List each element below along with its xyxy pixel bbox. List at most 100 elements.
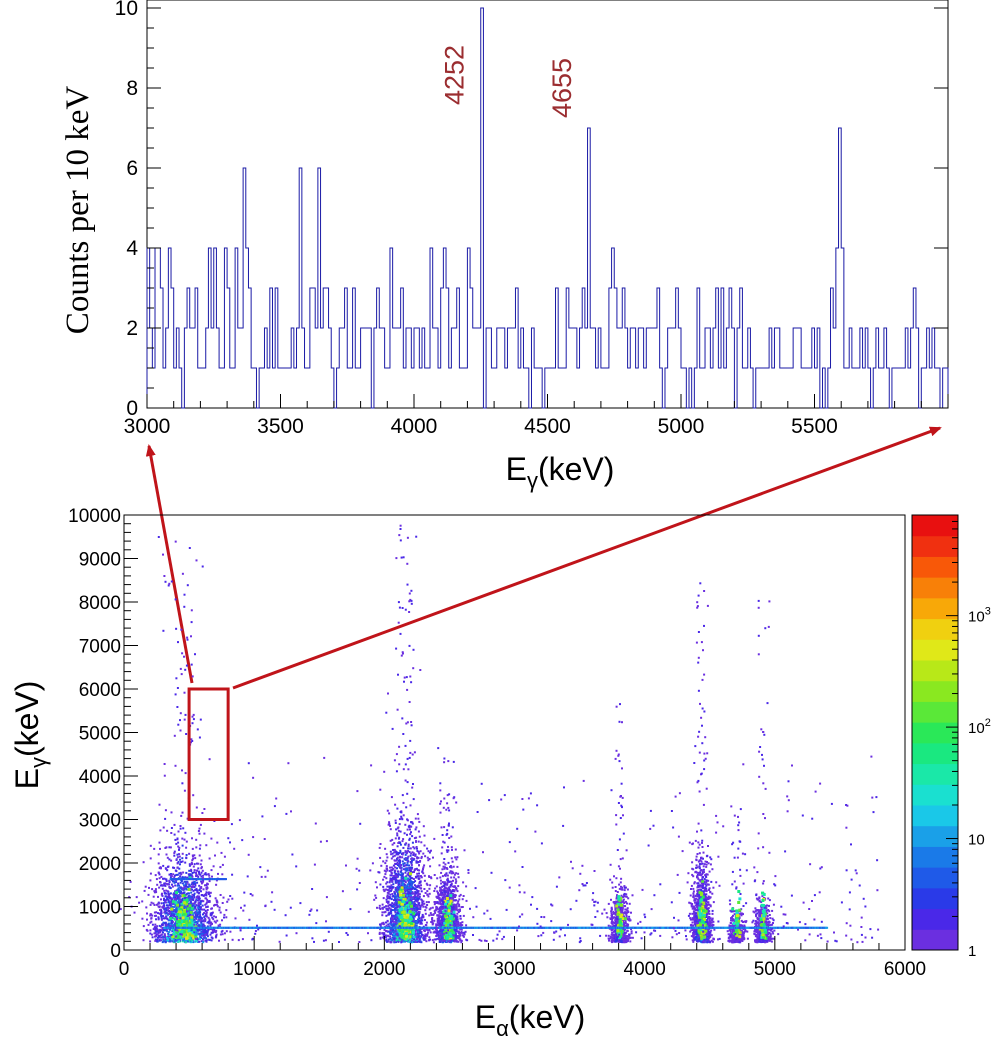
heatmap-point xyxy=(166,906,169,909)
heatmap-point xyxy=(422,900,425,903)
heatmap-point xyxy=(393,890,396,893)
heatmap-point xyxy=(409,861,412,863)
heatmap-point xyxy=(396,864,399,866)
heatmap-point xyxy=(168,846,171,849)
heatmap-point xyxy=(390,888,393,891)
heatmap-point xyxy=(174,901,178,905)
heatmap-point xyxy=(195,920,198,923)
heatmap-point xyxy=(191,722,194,725)
heatmap-point xyxy=(192,936,196,940)
heatmap-point xyxy=(171,919,173,922)
heatmap-point xyxy=(401,900,405,904)
heatmap-point xyxy=(403,680,405,683)
heatmap-point xyxy=(439,891,442,893)
heatmap-point xyxy=(425,940,428,943)
heatmap-point xyxy=(392,867,395,870)
heatmap-point xyxy=(158,935,160,938)
heatmap-point xyxy=(181,837,184,840)
heatmap-point xyxy=(180,901,184,905)
heatmap-point xyxy=(397,898,400,901)
heatmap-point xyxy=(174,896,176,899)
heatmap-point xyxy=(185,854,188,856)
heatmap-point xyxy=(174,898,177,901)
heatmap-point xyxy=(158,938,161,941)
heatmap-point xyxy=(211,912,213,915)
heatmap-point xyxy=(406,828,409,831)
heatmap-point xyxy=(185,936,189,940)
heatmap-point xyxy=(196,937,199,940)
heatmap-point xyxy=(164,809,167,812)
heatmap-point xyxy=(411,851,414,854)
heatmap-point xyxy=(416,813,419,816)
heatmap-point xyxy=(413,901,416,903)
heatmap-point xyxy=(179,892,182,895)
heatmap-point xyxy=(405,934,409,938)
heatmap-point xyxy=(157,931,160,934)
spectrum-y-tick-label: 10 xyxy=(115,0,138,20)
heatmap-point xyxy=(419,932,422,934)
heatmap-point xyxy=(187,892,190,895)
heatmap-point xyxy=(394,869,397,872)
heatmap-point xyxy=(405,895,408,898)
heatmap-point xyxy=(412,667,415,670)
heatmap-point xyxy=(161,887,164,890)
spectrum-x-tick-label: 4500 xyxy=(524,415,571,438)
heatmap-point xyxy=(379,788,382,791)
heatmap-point xyxy=(184,772,187,775)
heatmap-point xyxy=(401,880,404,883)
heatmap-point xyxy=(173,894,176,897)
heatmap-point xyxy=(142,861,145,864)
heatmap-point xyxy=(416,850,419,852)
heatmap-point xyxy=(150,917,153,920)
heatmap-point xyxy=(400,876,403,879)
heatmap-point xyxy=(163,899,165,902)
heatmap-point xyxy=(176,706,179,708)
heatmap-point xyxy=(141,900,144,903)
heatmap-point xyxy=(159,881,161,883)
heatmap-point xyxy=(440,939,443,942)
heatmap-point xyxy=(177,898,180,901)
heatmap-point xyxy=(190,921,194,925)
heatmap-point xyxy=(206,905,209,908)
heatmap-point xyxy=(198,884,201,887)
heatmap-point xyxy=(219,911,222,914)
heatmap-point xyxy=(426,890,429,893)
heatmap-point xyxy=(397,938,400,941)
heatmap-point xyxy=(418,852,421,855)
heatmap-point xyxy=(182,887,184,890)
heatmap-point xyxy=(389,893,392,896)
heatmap-point xyxy=(204,884,206,887)
heatmap-point xyxy=(188,869,191,872)
heatmap-point xyxy=(379,843,382,845)
heatmap-point xyxy=(187,913,190,916)
heatmap-point xyxy=(441,875,444,878)
heatmap-point xyxy=(406,861,409,864)
heatmap-point xyxy=(201,932,203,935)
heatmap-point xyxy=(400,881,403,884)
heatmap-point xyxy=(167,909,169,912)
heatmap-point xyxy=(214,936,217,939)
heatmap-point xyxy=(164,912,167,915)
heatmap-point xyxy=(194,901,197,904)
heatmap-point xyxy=(167,913,170,916)
heatmap-point xyxy=(170,921,173,924)
heatmap-point xyxy=(401,912,405,916)
heatmap-point xyxy=(135,896,138,899)
heatmap-point xyxy=(386,940,389,943)
heatmap-point xyxy=(169,916,173,920)
heatmap-point xyxy=(194,913,197,916)
spectrum-histogram xyxy=(146,7,949,409)
heatmap-point xyxy=(193,882,195,885)
heatmap-point xyxy=(417,931,420,933)
heatmap-point xyxy=(397,842,400,844)
heatmap-point xyxy=(176,856,179,859)
heatmap-point xyxy=(159,934,162,937)
heatmap-point xyxy=(174,540,177,543)
heatmap-point xyxy=(206,898,209,901)
heatmap-point xyxy=(398,934,401,937)
heatmap-point xyxy=(428,908,431,911)
heatmap-point xyxy=(398,919,401,922)
heatmap-point xyxy=(166,904,168,907)
heatmap-point xyxy=(153,847,156,850)
heatmap-point xyxy=(432,913,435,916)
